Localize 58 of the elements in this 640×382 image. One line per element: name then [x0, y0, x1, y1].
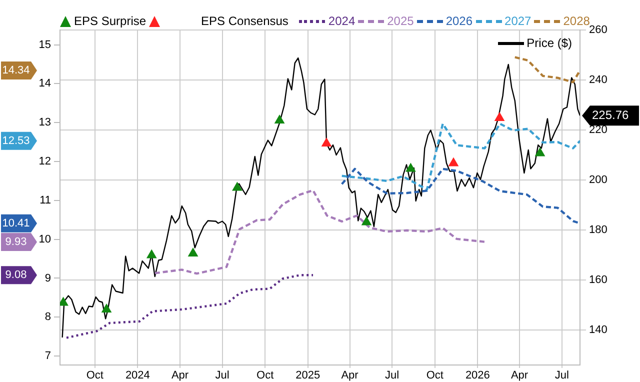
text: 14.34 [2, 64, 30, 76]
line-series [65, 274, 314, 339]
y2-tick-label: 220 [589, 124, 608, 136]
point [232, 182, 242, 191]
y-tick-label: 13 [38, 116, 51, 129]
line-series [514, 56, 580, 84]
y2-tick-label: 200 [589, 174, 608, 186]
point [406, 163, 416, 172]
point [60, 297, 68, 306]
text: 12.53 [2, 134, 30, 147]
x-tick-label: Apr [171, 370, 189, 382]
point [146, 250, 156, 258]
point [102, 304, 112, 312]
x-tick-label: 2025 [296, 370, 320, 382]
x-tick-label: Oct [86, 370, 104, 382]
data-label: 225.76 [592, 108, 630, 122]
point [448, 158, 458, 166]
y-tick-label: 8 [44, 311, 51, 324]
legend-label: 2025 [387, 14, 414, 28]
line-series [340, 168, 580, 224]
x-tick-label: Apr [341, 370, 359, 382]
y-tick-label: 10 [38, 233, 51, 246]
point [274, 115, 284, 124]
y2-tick-label: 140 [589, 324, 608, 336]
y2-tick-label: 180 [589, 224, 608, 236]
y2-tick-label: 160 [589, 274, 608, 286]
legend-label: Price ($) [526, 36, 572, 50]
text: 9.93 [5, 236, 27, 248]
legend-label: 2024 [328, 14, 356, 28]
point [494, 112, 504, 121]
x-tick-label: Oct [256, 370, 274, 382]
x-tick-label: 2024 [125, 370, 150, 382]
legend-label: 2027 [504, 14, 532, 28]
legend-label: 2026 [446, 14, 473, 28]
y-tick-label: 14 [38, 78, 51, 90]
x-tick-label: 2026 [465, 370, 490, 382]
point [362, 216, 372, 226]
legend-label: 2028 [563, 14, 590, 28]
x-tick-label: Jul [385, 370, 400, 382]
y-tick-label: 7 [44, 350, 51, 362]
y-tick-label: 9 [44, 272, 51, 284]
legend-title: EPS Consensus [201, 14, 288, 28]
point [188, 248, 198, 256]
y2-tick-label: 240 [589, 74, 608, 86]
y-tick-label: 12 [38, 156, 51, 168]
point [535, 148, 545, 156]
y2-tick-label: 260 [589, 24, 608, 36]
line-series [340, 122, 580, 191]
x-tick-label: Jul [554, 370, 569, 382]
x-tick-label: Oct [426, 370, 444, 382]
text: 10.41 [2, 217, 30, 230]
x-tick-label: Apr [510, 370, 528, 382]
x-tick-label: Jul [215, 370, 230, 382]
legend-label: EPS Surprise [74, 14, 146, 28]
y-tick-label: 11 [40, 194, 51, 206]
text: 9.08 [5, 269, 27, 282]
y-tick-label: 15 [38, 38, 51, 51]
point [322, 138, 332, 146]
